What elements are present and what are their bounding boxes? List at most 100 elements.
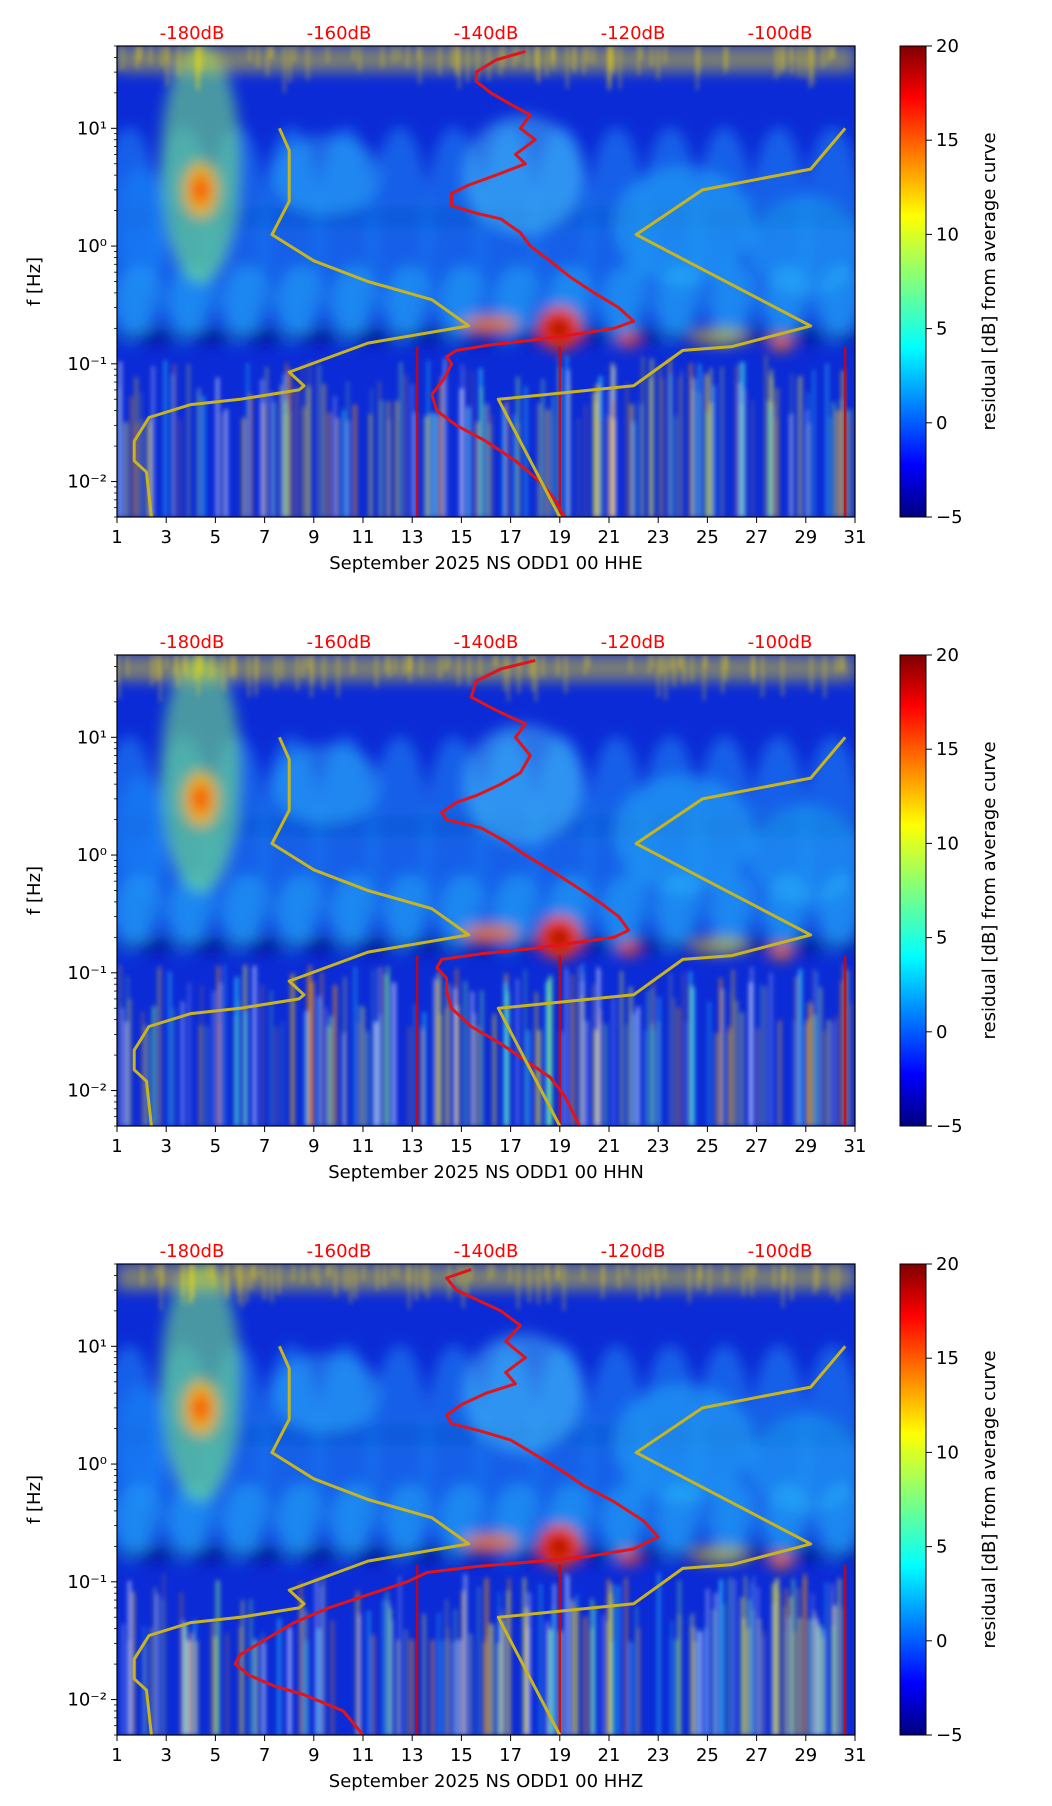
noise-model-curve bbox=[233, 1267, 660, 1735]
noise-model-curve bbox=[132, 127, 471, 517]
x-tick-label: 25 bbox=[696, 1745, 719, 1766]
db-scale-label: -120dB bbox=[601, 23, 666, 44]
colorbar-tick-label: 10 bbox=[936, 1442, 959, 1463]
x-tick-label: 23 bbox=[647, 1745, 670, 1766]
x-tick-label: 21 bbox=[598, 1136, 621, 1157]
spectrogram-panel: 1 3 5 7 9 11 13 15 17 19 21 23 25 27 29 3110¹10⁰10⁻¹10⁻… bbox=[24, 632, 1000, 1183]
spectrogram-panel: 1 3 5 7 9 11 13 15 17 19 21 23 25 27 29 3110¹10⁰10⁻¹10⁻… bbox=[24, 23, 1000, 574]
db-scale-label: -160dB bbox=[307, 632, 372, 653]
db-scale-label: -140dB bbox=[454, 1241, 519, 1262]
x-tick-label: 27 bbox=[745, 1745, 768, 1766]
x-tick-label: 5 bbox=[210, 527, 221, 548]
x-tick-label: 29 bbox=[794, 1745, 817, 1766]
x-axis-label: September 2025 NS ODD1 00 HHZ bbox=[329, 1771, 643, 1792]
colorbar-tick-label: 10 bbox=[936, 833, 959, 854]
x-tick-label: 27 bbox=[745, 1136, 768, 1157]
x-tick-label: 31 bbox=[844, 1136, 867, 1157]
y-tick-label: 10⁰ bbox=[77, 236, 107, 257]
db-scale-label: -180dB bbox=[160, 1241, 225, 1262]
colorbar-tick-label: 0 bbox=[936, 1631, 947, 1652]
colorbar-label: residual [dB] from average curve bbox=[979, 741, 1000, 1039]
heatmap-area bbox=[117, 46, 855, 517]
x-tick-label: 11 bbox=[352, 1136, 375, 1157]
y-tick-label: 10⁻² bbox=[67, 1081, 107, 1102]
x-tick-label: 21 bbox=[598, 1745, 621, 1766]
db-scale-label: -160dB bbox=[307, 23, 372, 44]
colorbar bbox=[899, 45, 927, 518]
colorbar bbox=[899, 1263, 927, 1736]
y-tick-label: 10⁰ bbox=[77, 1454, 107, 1475]
noise-model-curve bbox=[132, 736, 471, 1126]
x-tick-label: 21 bbox=[598, 527, 621, 548]
db-scale-label: -120dB bbox=[601, 1241, 666, 1262]
x-tick-label: 9 bbox=[308, 527, 319, 548]
y-tick-label: 10⁻¹ bbox=[67, 354, 107, 375]
x-tick-label: 31 bbox=[844, 1745, 867, 1766]
x-tick-label: 1 bbox=[111, 1136, 122, 1157]
colorbar-tick-label: 15 bbox=[936, 130, 959, 151]
noise-model-curve bbox=[496, 736, 847, 1126]
y-tick-label: 10⁰ bbox=[77, 845, 107, 866]
y-tick-label: 10⁻² bbox=[67, 1690, 107, 1711]
db-scale-label: -180dB bbox=[160, 23, 225, 44]
colorbar-tick-label: 20 bbox=[936, 1254, 959, 1275]
x-tick-label: 13 bbox=[401, 1136, 424, 1157]
x-tick-label: 23 bbox=[647, 527, 670, 548]
x-tick-label: 13 bbox=[401, 1745, 424, 1766]
y-tick-label: 10⁻¹ bbox=[67, 1572, 107, 1593]
noise-model-curve bbox=[496, 1345, 847, 1735]
y-tick-label: 10⁻¹ bbox=[67, 963, 107, 984]
x-tick-label: 17 bbox=[499, 527, 522, 548]
x-tick-label: 11 bbox=[352, 1745, 375, 1766]
heatmap-area bbox=[117, 1264, 855, 1735]
colorbar-tick-label: 5 bbox=[936, 928, 947, 949]
colorbar-tick-label: 15 bbox=[936, 1348, 959, 1369]
x-tick-label: 1 bbox=[111, 527, 122, 548]
x-tick-label: 15 bbox=[450, 1745, 473, 1766]
colorbar-label: residual [dB] from average curve bbox=[979, 1350, 1000, 1648]
noise-model-curve bbox=[132, 1345, 471, 1735]
x-tick-label: 11 bbox=[352, 527, 375, 548]
x-tick-label: 3 bbox=[160, 1136, 171, 1157]
y-axis-label: f [Hz] bbox=[24, 866, 45, 915]
y-tick-label: 10¹ bbox=[77, 727, 107, 748]
colorbar bbox=[899, 654, 927, 1127]
x-tick-label: 19 bbox=[548, 1136, 571, 1157]
db-scale-label: -140dB bbox=[454, 23, 519, 44]
x-tick-label: 29 bbox=[794, 527, 817, 548]
x-tick-label: 3 bbox=[160, 1745, 171, 1766]
x-tick-label: 29 bbox=[794, 1136, 817, 1157]
x-axis-label: September 2025 NS ODD1 00 HHN bbox=[328, 1162, 644, 1183]
colorbar-tick-label: 0 bbox=[936, 413, 947, 434]
colorbar-label: residual [dB] from average curve bbox=[979, 132, 1000, 430]
x-tick-label: 3 bbox=[160, 527, 171, 548]
y-axis-label: f [Hz] bbox=[24, 1475, 45, 1524]
x-tick-label: 17 bbox=[499, 1136, 522, 1157]
y-tick-label: 10⁻² bbox=[67, 472, 107, 493]
noise-model-curve bbox=[430, 49, 636, 517]
colorbar-tick-label: −5 bbox=[936, 1725, 963, 1746]
heatmap-area bbox=[117, 655, 855, 1126]
x-tick-label: 7 bbox=[259, 527, 270, 548]
y-axis-label: f [Hz] bbox=[24, 257, 45, 306]
x-tick-label: 23 bbox=[647, 1136, 670, 1157]
x-tick-label: 1 bbox=[111, 1745, 122, 1766]
x-tick-label: 7 bbox=[259, 1136, 270, 1157]
x-tick-label: 15 bbox=[450, 1136, 473, 1157]
x-tick-label: 25 bbox=[696, 1136, 719, 1157]
noise-model-curve bbox=[435, 658, 631, 1126]
colorbar-tick-label: 5 bbox=[936, 319, 947, 340]
x-tick-label: 13 bbox=[401, 527, 424, 548]
x-tick-label: 7 bbox=[259, 1745, 270, 1766]
colorbar-tick-label: 20 bbox=[936, 36, 959, 57]
db-scale-label: -100dB bbox=[748, 23, 813, 44]
x-tick-label: 15 bbox=[450, 527, 473, 548]
x-tick-label: 31 bbox=[844, 527, 867, 548]
db-scale-label: -160dB bbox=[307, 1241, 372, 1262]
db-scale-label: -140dB bbox=[454, 632, 519, 653]
x-tick-label: 19 bbox=[548, 1745, 571, 1766]
x-tick-label: 5 bbox=[210, 1136, 221, 1157]
db-scale-label: -100dB bbox=[748, 1241, 813, 1262]
db-scale-label: -180dB bbox=[160, 632, 225, 653]
